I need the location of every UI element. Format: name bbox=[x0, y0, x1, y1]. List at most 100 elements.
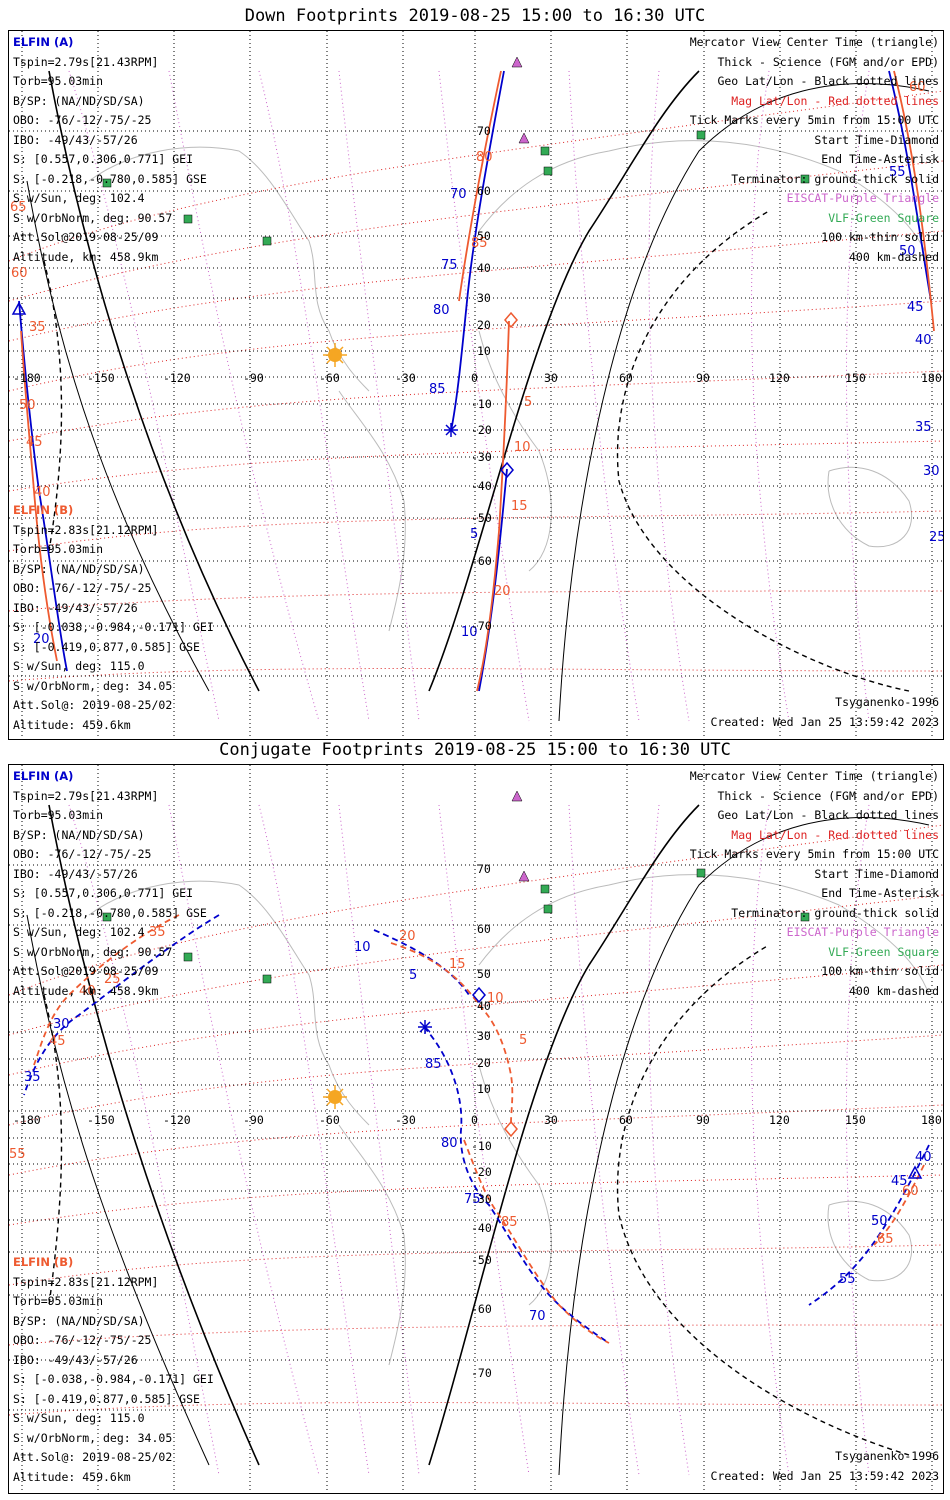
legend-geo-grid: Geo Lat/Lon - Black dotted lines bbox=[717, 74, 939, 88]
legend-mag-grid: Mag Lat/Lon - Red dotted lines bbox=[731, 827, 939, 842]
elfin-a-info: ELFIN (A) Tspin=2.79s[21.43RPM] Torb=95.… bbox=[13, 33, 207, 267]
info-line: Torb=95.03min bbox=[13, 74, 104, 88]
model-name: Tsyganenko-1996 bbox=[835, 695, 939, 709]
down-footprints-map: 55 50 45 40 35 30 25 70 75 80 85 5 10 20… bbox=[8, 30, 944, 740]
svg-text:30: 30 bbox=[477, 1029, 491, 1043]
svg-text:-60: -60 bbox=[471, 554, 492, 568]
info-line: Tspin=2.83s[21.12RPM] bbox=[13, 522, 159, 537]
elfin-a-center-triangle bbox=[907, 1165, 923, 1179]
terminator-100km-east bbox=[558, 83, 930, 722]
model-info: Tsyganenko-1996 Created: Wed Jan 25 13:5… bbox=[711, 693, 939, 732]
svg-text:60: 60 bbox=[909, 80, 926, 95]
svg-text:0: 0 bbox=[471, 1113, 478, 1127]
svg-text:-90: -90 bbox=[243, 371, 264, 385]
svg-text:60: 60 bbox=[619, 371, 633, 385]
legend-tick-marks: Tick Marks every 5min from 15:00 UTC bbox=[689, 113, 939, 127]
vlf-squares bbox=[102, 130, 810, 246]
vlf-square bbox=[800, 912, 810, 922]
svg-text:50: 50 bbox=[899, 244, 916, 259]
svg-text:-30: -30 bbox=[471, 1192, 492, 1206]
info-line: B/SP: (NA/ND/SD/SA) bbox=[13, 93, 145, 108]
elfin-b-start-diamond bbox=[504, 1120, 518, 1138]
info-line: Altitude: 459.6km bbox=[13, 1469, 131, 1484]
vlf-square bbox=[540, 884, 550, 894]
svg-text:35: 35 bbox=[149, 925, 166, 940]
svg-text:-30: -30 bbox=[395, 371, 416, 385]
info-line: Tspin=2.79s[21.43RPM] bbox=[13, 788, 159, 803]
legend-vlf: VLF-Green Square bbox=[828, 944, 939, 959]
svg-text:20: 20 bbox=[494, 584, 511, 599]
legend: Mercator View Center Time (triangle) Thi… bbox=[690, 767, 939, 1001]
svg-text:120: 120 bbox=[769, 371, 790, 385]
down-map-canvas: 55 50 45 40 35 30 25 70 75 80 85 5 10 20… bbox=[9, 31, 943, 739]
svg-text:30: 30 bbox=[923, 464, 940, 479]
svg-text:-180: -180 bbox=[13, 1113, 41, 1127]
elfin-a-start-diamond bbox=[500, 461, 514, 479]
vlf-square bbox=[102, 912, 112, 922]
svg-text:55: 55 bbox=[839, 1272, 856, 1287]
conj-track-tick-labels: 10 5 85 80 75 70 35 30 40 45 50 55 20 15… bbox=[9, 925, 932, 1324]
svg-text:50: 50 bbox=[871, 1214, 888, 1229]
svg-text:45: 45 bbox=[891, 1174, 908, 1189]
terminator-400km-west bbox=[43, 260, 63, 552]
svg-text:25: 25 bbox=[104, 972, 121, 987]
info-line: S w/OrbNorm, deg: 34.05 bbox=[13, 678, 173, 693]
geo-grid bbox=[9, 765, 943, 1493]
legend-tick-marks: Tick Marks every 5min from 15:00 UTC bbox=[689, 847, 939, 861]
terminator-ground-west bbox=[48, 804, 260, 1466]
model-info: Tsyganenko-1996 Created: Wed Jan 25 13:5… bbox=[711, 1447, 939, 1486]
svg-text:180: 180 bbox=[921, 1113, 942, 1127]
vlf-square bbox=[262, 974, 272, 984]
vlf-squares bbox=[102, 868, 810, 984]
svg-text:-10: -10 bbox=[471, 1139, 492, 1153]
info-line: S: [-0.218,-0.780,0.585] GSE bbox=[13, 171, 207, 186]
svg-text:65: 65 bbox=[10, 200, 27, 215]
svg-text:-180: -180 bbox=[13, 371, 41, 385]
vlf-square bbox=[262, 236, 272, 246]
svg-text:-30: -30 bbox=[471, 450, 492, 464]
svg-text:-50: -50 bbox=[471, 511, 492, 525]
elfin-a-label: ELFIN (A) bbox=[13, 35, 74, 49]
info-line: S w/Sun, deg: 115.0 bbox=[13, 659, 145, 673]
info-line: S: [0.557,0.306,0.771] GEI bbox=[13, 886, 194, 900]
svg-text:35: 35 bbox=[915, 420, 932, 435]
svg-text:150: 150 bbox=[845, 371, 866, 385]
svg-text:20: 20 bbox=[477, 1056, 491, 1070]
info-line: Torb=95.03min bbox=[13, 808, 104, 822]
legend-eiscat: EISCAT-Purple Triangle bbox=[786, 191, 939, 205]
svg-text:35: 35 bbox=[24, 1070, 41, 1085]
svg-text:60: 60 bbox=[477, 922, 491, 936]
legend-center-time: Mercator View Center Time (triangle) bbox=[689, 35, 939, 49]
sun-icon bbox=[323, 343, 347, 367]
legend-terminator: Terminator: ground-thick solid bbox=[731, 171, 939, 186]
legend-center-time: Mercator View Center Time (triangle) bbox=[689, 769, 939, 783]
elfin-a-info: ELFIN (A) Tspin=2.79s[21.43RPM] Torb=95.… bbox=[13, 767, 207, 1001]
vlf-square bbox=[696, 130, 706, 140]
vlf-square bbox=[183, 214, 193, 224]
legend-eiscat: EISCAT-Purple Triangle bbox=[786, 925, 939, 939]
svg-text:-60: -60 bbox=[319, 371, 340, 385]
svg-text:-70: -70 bbox=[471, 1366, 492, 1380]
terminator-400km-east bbox=[616, 944, 910, 1456]
svg-text:10: 10 bbox=[487, 991, 504, 1006]
svg-text:45: 45 bbox=[49, 1034, 66, 1049]
terminator-400km-west bbox=[43, 994, 63, 1306]
svg-text:10: 10 bbox=[477, 344, 491, 358]
svg-text:75: 75 bbox=[441, 258, 458, 273]
end-time-asterisks bbox=[418, 1020, 432, 1034]
vlf-square bbox=[102, 178, 112, 188]
svg-text:-40: -40 bbox=[471, 1221, 492, 1235]
eiscat-triangle bbox=[518, 870, 530, 882]
center-time-triangles bbox=[907, 1165, 923, 1179]
svg-text:-120: -120 bbox=[163, 1113, 191, 1127]
elfin-b-label: ELFIN (B) bbox=[13, 503, 74, 517]
info-line: IBO: -49/43/-57/26 bbox=[13, 132, 138, 147]
svg-text:-20: -20 bbox=[471, 423, 492, 437]
svg-text:15: 15 bbox=[449, 957, 466, 972]
svg-text:-60: -60 bbox=[319, 1113, 340, 1127]
info-line: IBO: -49/43/-57/26 bbox=[13, 600, 138, 615]
svg-text:50: 50 bbox=[477, 967, 491, 981]
info-line: Att.Sol@2019-08-25/09 bbox=[13, 964, 159, 978]
vlf-square bbox=[543, 904, 553, 914]
svg-text:5: 5 bbox=[409, 968, 417, 983]
